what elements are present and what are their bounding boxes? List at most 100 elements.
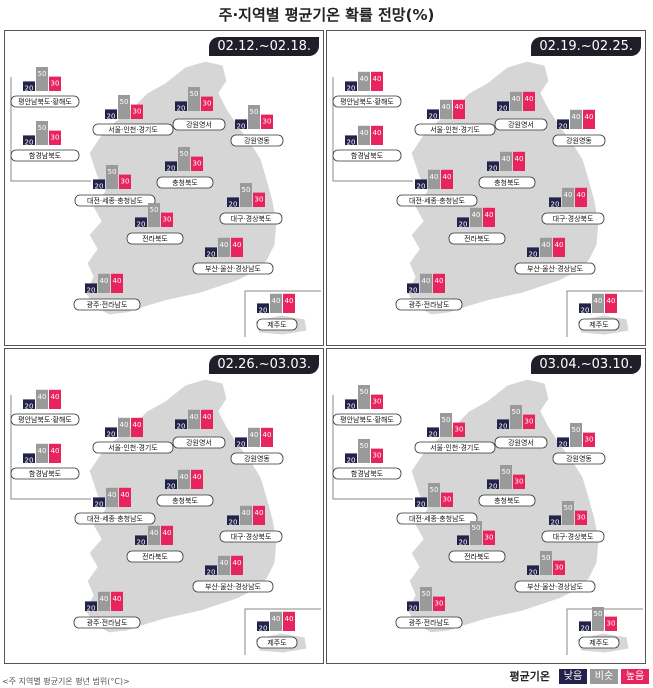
region-label: 대전·세종·충청남도 [87,514,144,523]
region-bar-group: 20 40 40 충청북도 [478,151,536,189]
bar [570,109,582,129]
bar [457,217,469,227]
bar-value-label: 20 [87,286,96,294]
bar-value-label: 40 [360,129,369,137]
bar-value-label: 30 [373,452,382,460]
region-label: 충청북도 [172,178,198,187]
region-bar-group: 20 40 40 대전·세종·충청남도 [74,487,156,525]
region-label: 광주·전라남도 [87,300,128,309]
jeju-inset-frame [244,608,321,655]
bar-value-label: 20 [429,430,438,438]
region-label: 부산·울산·경상남도 [527,582,584,591]
bar-value-label: 20 [259,624,268,632]
region-bar-group: 20 40 40 광주·전라남도 [73,273,141,311]
bar-value-label: 40 [51,393,60,401]
north-inset-frame [332,77,413,182]
bar-value-label: 40 [100,595,109,603]
bar-value-label: 20 [559,440,568,448]
region-label-box [494,436,548,449]
region-label: 강원영서 [508,120,534,129]
footnote: <주 지역별 평균기온 평년 범위(°C)> [2,677,130,686]
bar-value-label: 20 [25,138,34,146]
bar [470,521,482,545]
region-bar-group: 20 40 40 강원영서 [172,409,226,449]
region-bar-group: 20 50 30 함경남북도 [10,121,80,162]
bar [487,161,499,171]
region-label-box [156,176,214,189]
bar-value-label: 20 [459,220,468,228]
bar [283,611,295,631]
region-bar-group: 20 50 30 서울·인천·경기도 [414,413,496,454]
bar-value-label: 20 [429,112,438,120]
region-bar-group: 20 50 30 서울·인천·경기도 [92,95,174,136]
bar [562,501,574,525]
bar-value-label: 50 [38,124,47,132]
region-label-box [10,413,80,426]
bar-value-label: 20 [259,306,268,314]
region-bar-group: 20 50 30 대전·세종·충청남도 [74,165,156,207]
bar [345,135,357,145]
region-label: 강원영동 [244,136,270,145]
bar [85,283,97,293]
page-title: 주·지역별 평균기온 확률 전망(%) [218,6,435,24]
bar [440,413,452,437]
bar [49,389,61,409]
region-label-box [156,494,214,507]
bar [270,293,282,313]
region-label: 제주도 [267,321,287,329]
region-label-box [92,441,174,454]
region-label: 대전·세종·충청남도 [409,514,466,523]
region-bar-group: 20 40 40 대구·경상북도 [541,187,605,225]
bar [106,165,118,189]
region-label-box [92,123,174,136]
bar-value-label: 30 [455,426,464,434]
bar [218,555,230,575]
region-label: 충청북도 [172,496,198,505]
bar [257,621,269,631]
bar-value-label: 40 [572,113,581,121]
bar-value-label: 40 [38,447,47,455]
region-label-box [74,194,156,207]
bar [23,399,35,409]
bar [283,293,295,313]
bar [188,87,200,111]
bar-value-label: 50 [180,150,189,158]
bar-value-label: 40 [100,277,109,285]
region-bar-group: 20 40 40 제주도 [256,611,298,649]
bar [527,565,539,575]
bar [570,423,582,447]
bar-value-label: 40 [120,421,129,429]
bar-value-label: 50 [594,610,603,618]
bar-value-label: 50 [572,426,581,434]
bar [420,587,432,611]
region-label: 서울·인천·경기도 [108,443,158,452]
region-bar-group: 20 40 40 강원영서 [494,91,548,131]
bar-value-label: 50 [564,504,573,512]
bar-value-label: 20 [107,430,116,438]
bar-value-label: 50 [360,442,369,450]
region-label: 강원영동 [566,136,592,145]
bar [23,453,35,463]
region-label-box [494,118,548,131]
region-bar-group: 20 40 40 함경남북도 [10,443,80,480]
bar [23,135,35,145]
bar-value-label: 20 [167,482,176,490]
bar [205,247,217,257]
forecast-map-chart: 20 40 40 평안남북도·황해도 20 40 40 함경남북도 20 40 40 서울·인천·경기… [332,60,643,337]
bar-value-label: 40 [435,277,444,285]
region-label: 전라북도 [142,552,168,561]
region-label: 함경남북도 [29,469,62,478]
region-label: 부산·울산·경상남도 [205,264,262,273]
legend-item-similar: 비슷 [590,668,618,684]
bar [497,419,509,429]
forecast-grid: 20 50 30 평안남북도·황해도 20 50 30 함경남북도 20 50 30 서울·인천·경기… [4,30,650,666]
bar-value-label: 20 [489,164,498,172]
bar [131,417,143,437]
region-label: 대구·경상북도 [231,532,272,541]
bar-value-label: 40 [190,413,199,421]
bar [540,237,552,257]
bar [161,525,173,545]
region-bar-group: 20 40 40 부산·울산·경상남도 [514,237,596,275]
bar [500,465,512,489]
bar-value-label: 40 [360,75,369,83]
